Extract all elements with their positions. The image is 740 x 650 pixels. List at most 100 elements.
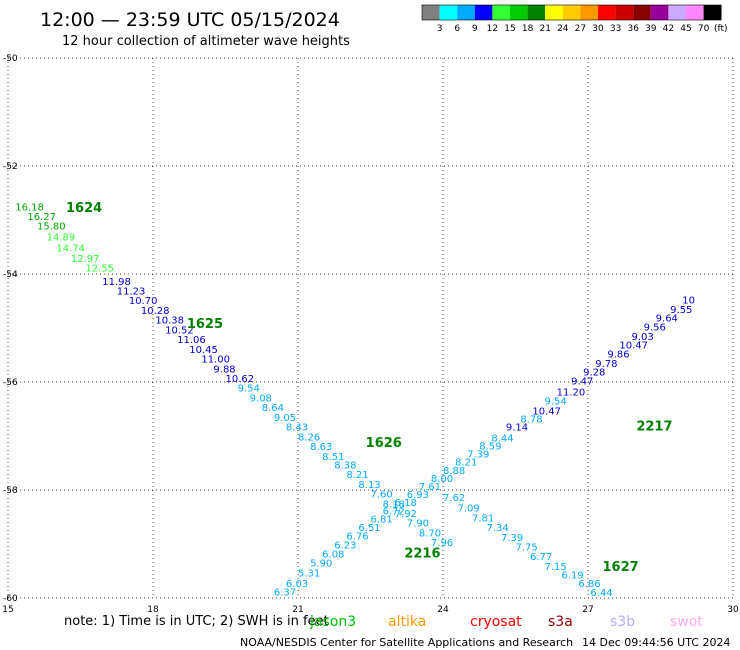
wave-height-point: 9.54: [238, 384, 260, 395]
y-tick-label: -60: [3, 594, 18, 604]
color-bin-label: 39: [645, 24, 657, 34]
wave-height-point: 8.43: [286, 423, 308, 434]
wave-height-point: 12.55: [85, 263, 114, 274]
satellite-legend: jason3 altika cryosat s3a s3b swot: [309, 614, 703, 630]
wave-height-point: 9.14: [506, 423, 528, 434]
wave-height-point: 9.05: [274, 413, 296, 424]
wave-height-point: 10.47: [619, 341, 648, 352]
wave-height-point: 7.34: [487, 523, 509, 534]
wave-height-point: 7.81: [472, 513, 494, 524]
wave-height-point: 11.23: [117, 287, 146, 298]
color-bin: [457, 5, 475, 20]
color-bin: [492, 5, 510, 20]
color-bin-label: 27: [575, 24, 586, 34]
x-tick-label: 30: [727, 605, 739, 615]
color-bin-label: 3: [437, 24, 443, 34]
color-bin-label: 15: [504, 24, 515, 34]
wave-height-point: 9.08: [250, 393, 272, 404]
color-bin: [633, 5, 651, 20]
wave-height-point: 10.62: [226, 374, 255, 385]
y-tick-label: -50: [3, 54, 18, 64]
wave-height-point: 7.92: [395, 509, 417, 520]
wave-height-point: 6.72: [383, 506, 405, 517]
wave-height-point: 9.78: [595, 359, 617, 370]
wave-height-point: 7.39: [467, 450, 489, 461]
pass-number-label: 1627: [603, 560, 639, 575]
wave-height-point: 12.97: [71, 254, 100, 265]
wave-height-point: 10.52: [165, 325, 194, 336]
footer-note: note: 1) Time is in UTC; 2) SWH is in fe…: [64, 614, 329, 629]
wave-height-point: 8.88: [443, 466, 465, 477]
wave-height-point: 11.00: [201, 355, 230, 366]
wave-height-point: 6.77: [530, 552, 552, 563]
wave-height-point: 5.31: [298, 568, 320, 579]
wave-height-point: 16.27: [27, 212, 56, 223]
wave-height-point: 7.15: [545, 562, 567, 573]
footer-timestamp: 14 Dec 09:44:56 UTC 2024: [582, 636, 730, 649]
x-tick-label: 27: [582, 605, 593, 615]
legend-entry-cryosat: cryosat: [470, 614, 522, 630]
pass-number-label: 2216: [404, 547, 440, 562]
footer-credit: NOAA/NESDIS Center for Satellite Applica…: [240, 636, 573, 649]
color-bin: [615, 5, 634, 20]
wave-height-point: 8.26: [298, 432, 320, 443]
wave-height-point: 8.18: [383, 499, 405, 510]
wave-height-point: 9.55: [670, 305, 692, 316]
wave-height-point: 6.51: [358, 523, 380, 534]
color-bin: [545, 5, 563, 20]
wave-height-point: 9.54: [545, 397, 567, 408]
wave-height-point: 15.80: [37, 222, 66, 233]
wave-height-point: 10.70: [129, 296, 158, 307]
color-bin: [474, 5, 493, 20]
wave-height-point: 8.59: [479, 442, 501, 453]
wave-height-point: 10: [682, 296, 695, 307]
pass-number-label: 1625: [187, 317, 223, 332]
wave-height-point: 6.76: [346, 532, 368, 543]
wave-height-point: 8.00: [431, 474, 453, 485]
color-bin-label: 45: [680, 24, 691, 34]
wave-height-point: 6.37: [274, 587, 296, 598]
color-bin-label: 70: [698, 24, 710, 34]
wave-height-point: 8.64: [262, 403, 284, 414]
color-bin: [598, 5, 616, 20]
x-tick-label: 21: [292, 605, 303, 615]
wave-height-point: 6.23: [334, 540, 356, 551]
wave-height-point: 16.18: [15, 202, 44, 213]
color-bar-unit: (ft): [714, 24, 728, 34]
legend-entry-s3a: s3a: [548, 614, 573, 630]
color-bin-label: 21: [539, 24, 550, 34]
wave-height-point: 14.74: [56, 243, 85, 254]
color-bin-label: 36: [627, 24, 639, 34]
color-bin: [703, 5, 722, 20]
wave-height-point: 9.03: [632, 332, 654, 343]
wave-height-point: 9.88: [213, 364, 235, 375]
color-bin-label: 30: [592, 24, 604, 34]
wave-height-point: 8.21: [346, 470, 368, 481]
color-bin: [562, 5, 581, 20]
wave-height-point: 9.64: [656, 314, 678, 325]
wave-height-point: 11.06: [177, 335, 206, 346]
wave-height-point: 7.60: [371, 490, 393, 501]
color-bin: [527, 5, 546, 20]
axis-tick-labels: 15 18 21 24 27 30 -50 -52 -54 -56 -58 -60: [2, 54, 739, 615]
wave-height-point: 9.86: [607, 350, 629, 361]
color-bin-label: 6: [454, 24, 460, 34]
wave-height-point: 7.90: [407, 519, 429, 530]
color-bin: [650, 5, 669, 20]
wave-height-point: 6.18: [395, 498, 417, 509]
wave-height-point: 6.93: [407, 490, 429, 501]
legend-entry-swot: swot: [670, 614, 703, 630]
wave-height-point: 9.28: [583, 368, 605, 379]
wave-height-point: 7.62: [443, 493, 465, 504]
wave-height-point: 6.44: [590, 588, 612, 599]
wave-height-point: 7.61: [419, 482, 441, 493]
color-bin-label: 42: [663, 24, 674, 34]
color-bar: 3 6 9 12 15 18 21 24 27 30 33 36 39 42 45 70 (ft): [421, 4, 728, 34]
x-tick-label: 24: [437, 605, 449, 615]
wave-height-point: 6.81: [371, 514, 393, 525]
color-bin: [422, 5, 440, 20]
color-bin-label: 9: [472, 24, 478, 34]
y-tick-label: -58: [3, 486, 18, 496]
